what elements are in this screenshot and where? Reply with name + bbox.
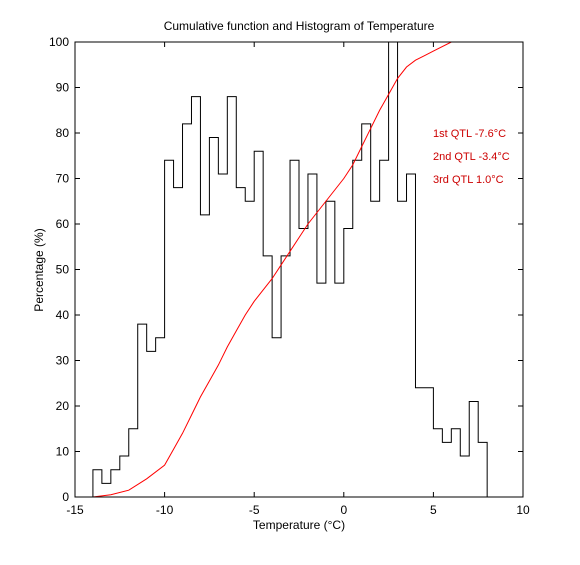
x-tick-label: 5 bbox=[430, 503, 437, 517]
x-tick-label: -10 bbox=[156, 503, 174, 517]
histogram-stairs bbox=[92, 41, 488, 497]
y-axis-label: Percentage (%) bbox=[32, 228, 46, 311]
y-tick-label: 70 bbox=[56, 172, 70, 186]
x-tick-label: 0 bbox=[340, 503, 347, 517]
y-tick-label: 60 bbox=[56, 217, 70, 231]
y-tick-label: 100 bbox=[49, 35, 69, 49]
annotation-q3: 3rd QTL 1.0°C bbox=[433, 174, 504, 186]
chart-title: Cumulative function and Histogram of Tem… bbox=[164, 19, 435, 33]
x-tick-label: -15 bbox=[66, 503, 84, 517]
quantile-annotations: 1st QTL -7.6°C 2nd QTL -3.4°C 3rd QTL 1.… bbox=[433, 128, 510, 186]
y-tick-label: 40 bbox=[56, 308, 70, 322]
annotation-q2: 2nd QTL -3.4°C bbox=[433, 151, 510, 163]
y-tick-label: 80 bbox=[56, 126, 70, 140]
y-tick-label: 30 bbox=[56, 354, 70, 368]
annotation-q1: 1st QTL -7.6°C bbox=[433, 128, 506, 140]
y-tick-label: 10 bbox=[56, 445, 70, 459]
y-tick-label: 0 bbox=[62, 490, 69, 504]
y-tick-label: 20 bbox=[56, 399, 70, 413]
x-tick-label: -5 bbox=[249, 503, 260, 517]
y-tick-label: 90 bbox=[56, 81, 70, 95]
x-axis-label: Temperature (°C) bbox=[253, 518, 345, 532]
x-tick-label: 10 bbox=[516, 503, 530, 517]
plot-frame bbox=[74, 41, 524, 498]
chart-marks bbox=[92, 41, 523, 498]
y-tick-label: 50 bbox=[56, 263, 70, 277]
plot-background bbox=[75, 42, 523, 497]
cumulative-line bbox=[92, 41, 523, 498]
